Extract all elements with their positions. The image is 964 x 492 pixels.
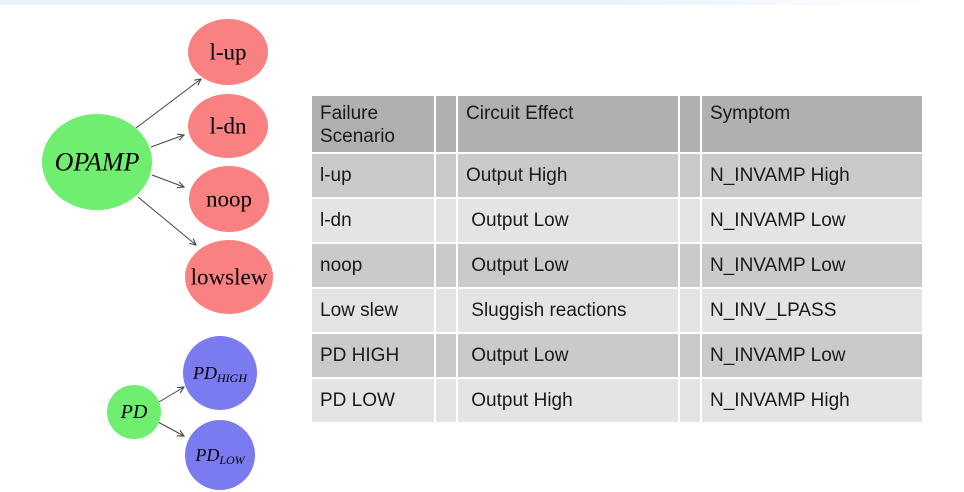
table-cell-symptom: N_INVAMP High (702, 379, 922, 422)
node-noop (189, 166, 269, 232)
top-highlight-strip (0, 0, 964, 5)
table-cell-symptom: N_INV_LPASS (702, 289, 922, 332)
spacer-cell (436, 334, 456, 377)
pd-low-subscript: LOW (218, 453, 245, 467)
spacer-cell (436, 379, 456, 422)
failure-scenario-table: Failure Scenario Circuit Effect Symptom … (312, 96, 922, 422)
spacer-cell (680, 244, 700, 287)
table-cell-symptom: N_INVAMP Low (702, 334, 922, 377)
table-cell-effect: Sluggish reactions (458, 289, 678, 332)
node-pd-high-label: PDHIGH (192, 363, 248, 385)
arrow-pd-to-pdlow (157, 421, 186, 437)
node-pd-label: PD (120, 401, 148, 423)
pd-high-subscript: HIGH (216, 371, 248, 385)
table-cell-symptom: N_INVAMP Low (702, 199, 922, 242)
node-pd-low (185, 420, 255, 490)
node-lowslew-label: lowslew (191, 265, 268, 290)
pd-low-main: PD (194, 445, 219, 465)
table-cell-effect: Output High (458, 379, 678, 422)
table-cell-scenario: noop (312, 244, 434, 287)
table-cell-effect: Output Low (458, 244, 678, 287)
pd-high-main: PD (192, 363, 217, 383)
spacer-cell (680, 289, 700, 332)
arrow-opamp-to-noop (151, 174, 186, 189)
arrow-opamp-to-ldn (150, 133, 186, 148)
table-cell-scenario: PD HIGH (312, 334, 434, 377)
arrow-pd-to-pdhigh (158, 386, 186, 403)
table-cell-scenario: PD LOW (312, 379, 434, 422)
table-cell-scenario: Low slew (312, 289, 434, 332)
node-lowslew (185, 240, 273, 314)
node-opamp (42, 114, 152, 210)
column-header-symptom: Symptom (702, 96, 922, 152)
spacer-cell (680, 154, 700, 197)
node-l-dn-label: l-dn (209, 114, 247, 139)
arrow-opamp-to-lowslew (137, 196, 197, 246)
node-l-up-label: l-up (209, 40, 246, 65)
table-cell-effect: Output Low (458, 334, 678, 377)
node-pd-low-label: PDLOW (194, 445, 245, 467)
spacer-cell (680, 199, 700, 242)
spacer-cell (680, 334, 700, 377)
node-opamp-label: OPAMP (55, 148, 140, 177)
spacer-cell (436, 244, 456, 287)
spacer-cell (680, 96, 700, 152)
spacer-cell (680, 379, 700, 422)
spacer-cell (436, 199, 456, 242)
node-pd-high (183, 336, 257, 410)
spacer-cell (436, 289, 456, 332)
spacer-cell (436, 154, 456, 197)
table-cell-symptom: N_INVAMP High (702, 154, 922, 197)
table-cell-effect: Output Low (458, 199, 678, 242)
table-cell-effect: Output High (458, 154, 678, 197)
column-header-failure-scenario: Failure Scenario (312, 96, 434, 152)
node-noop-label: noop (206, 187, 252, 212)
column-header-circuit-effect: Circuit Effect (458, 96, 678, 152)
node-l-dn (188, 94, 268, 158)
table-cell-scenario: l-up (312, 154, 434, 197)
arrow-opamp-to-lup (135, 78, 202, 129)
spacer-cell (436, 96, 456, 152)
node-l-up (188, 19, 268, 85)
table-cell-scenario: l-dn (312, 199, 434, 242)
fault-tree-diagram: OPAMP l-up l-dn noop lowslew PDHIGH PD P… (42, 19, 273, 490)
node-pd (107, 385, 161, 439)
table-cell-symptom: N_INVAMP Low (702, 244, 922, 287)
